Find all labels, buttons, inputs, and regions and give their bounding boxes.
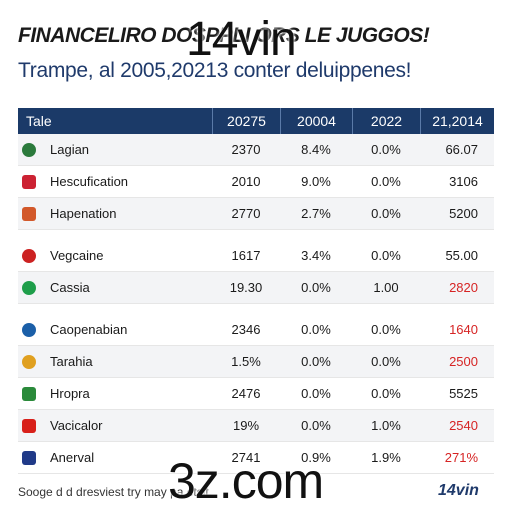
row-name: Tarahia (50, 354, 93, 369)
row-label-cell: Anerval (18, 442, 212, 473)
table-row: Cassia 19.30 0.0% 1.00 2820 (18, 272, 494, 304)
triangle-flag-icon (22, 386, 36, 401)
row-label-cell: Vacicalor (18, 410, 212, 441)
table-cell: 2741 (231, 450, 261, 465)
footer-brand: 14vin (438, 482, 479, 499)
table-cell: 0.0% (371, 142, 401, 157)
korea-flag-icon (22, 248, 36, 263)
table-header: Tale 20275 20004 2022 21,2014 (18, 108, 494, 134)
column-header: 20275 (212, 108, 280, 134)
footer-note: Sooge d d dresviest try may pa etsit, (18, 485, 213, 499)
shield-flag-icon (22, 206, 36, 221)
table-cell: 2010 (231, 174, 261, 189)
table-cell: 5525 (449, 386, 478, 401)
table-row: Vacicalor 19% 0.0% 1.0% 2540 (18, 410, 494, 442)
table-cell: 3106 (449, 174, 478, 189)
table-cell: 9.0% (301, 174, 331, 189)
row-label-cell: Hapenation (18, 198, 212, 229)
row-name: Lagian (50, 142, 90, 157)
table-row: Lagian 2370 8.4% 0.0% 66.07 (18, 134, 494, 166)
table-cell: 5200 (449, 206, 478, 221)
row-label-cell: Lagian (18, 134, 212, 165)
table-cell: 0.0% (371, 248, 401, 263)
column-header: 20004 (280, 108, 352, 134)
table-cell: 2770 (231, 206, 261, 221)
table-row: Hapenation 2770 2.7% 0.0% 5200 (18, 198, 494, 230)
table-row: Hescufication 2010 9.0% 0.0% 3106 (18, 166, 494, 198)
table-cell: 2.7% (301, 206, 331, 221)
table-cell: 271% (444, 450, 478, 465)
row-name: Caopenabian (50, 322, 128, 337)
row-label-cell: Caopenabian (18, 314, 212, 345)
table-cell: 0.0% (301, 418, 331, 433)
table-body: Lagian 2370 8.4% 0.0% 66.07 Hescufication 2010… (18, 134, 494, 474)
table-cell: 19% (232, 418, 260, 433)
column-header: 2022 (352, 108, 420, 134)
table-cell: 0.0% (301, 280, 331, 295)
table-cell: 1640 (449, 322, 478, 337)
row-name: Anerval (50, 450, 95, 465)
row-label-cell: Vegcaine (18, 240, 212, 271)
table-row: Hropra 2476 0.0% 0.0% 5525 (18, 378, 494, 410)
table-cell: 0.0% (301, 354, 331, 369)
watermark-bottom: 3z.com (168, 453, 324, 509)
row-name: Hropra (50, 386, 90, 401)
header: FINANCELIRO DOSPPLI ORS LE JUGGOS! Tramp… (0, 0, 512, 100)
table-cell: 19.30 (229, 280, 263, 295)
row-label-cell: Tarahia (18, 346, 212, 377)
table-cell: 0.9% (301, 450, 331, 465)
table-cell: 2820 (449, 280, 478, 295)
column-header: Tale (26, 113, 52, 129)
table-cell: 1.0% (371, 418, 401, 433)
table-cell: 0.0% (301, 386, 331, 401)
globe-flag-icon (22, 322, 36, 337)
page-title: FINANCELIRO DOSPPLI ORS LE JUGGOS! (18, 24, 430, 47)
table-cell: 0.0% (371, 174, 401, 189)
table-cell: 0.0% (371, 386, 401, 401)
table-cell: 1.9% (371, 450, 401, 465)
table-row: Anerval 2741 0.9% 1.9% 271% (18, 442, 494, 474)
page-subtitle: Trampe, al 2005,20213 conter deluippenes… (18, 59, 412, 82)
table-cell: 2346 (231, 322, 261, 337)
row-label-cell: Hropra (18, 378, 212, 409)
row-name: Vacicalor (50, 418, 103, 433)
brazil-flag-icon (22, 280, 36, 295)
watermark-top: 14vin (186, 13, 297, 66)
table-cell: 55.00 (445, 248, 478, 263)
row-label-cell: Cassia (18, 272, 212, 303)
row-name: Hescufication (50, 174, 129, 189)
table-cell: 0.0% (301, 322, 331, 337)
table-cell: 1.5% (231, 354, 261, 369)
flag-icon (22, 142, 36, 157)
column-header: 21,2014 (420, 108, 494, 134)
china-flag-icon (22, 418, 36, 433)
table-cell: 66.07 (445, 142, 478, 157)
table-cell: 1617 (231, 248, 261, 263)
table-cell: 0.0% (371, 206, 401, 221)
table-row: Tarahia 1.5% 0.0% 0.0% 2500 (18, 346, 494, 378)
row-name: Cassia (50, 280, 90, 295)
table-cell: 2370 (231, 142, 261, 157)
table-cell: 3.4% (301, 248, 331, 263)
row-name: Vegcaine (50, 248, 104, 263)
uk-flag-icon (22, 450, 36, 465)
data-table: Tale 20275 20004 2022 21,2014 Lagian 2370… (18, 108, 494, 474)
table-cell: 2500 (449, 354, 478, 369)
table-cell: 8.4% (301, 142, 331, 157)
table-cell: 2476 (231, 386, 261, 401)
row-label-cell: Hescufication (18, 166, 212, 197)
us-flag-icon (22, 174, 36, 189)
table-row: Caopenabian 2346 0.0% 0.0% 1640 (18, 314, 494, 346)
table-cell: 0.0% (371, 322, 401, 337)
row-name: Hapenation (50, 206, 117, 221)
table-cell: 1.00 (373, 280, 399, 295)
table-cell: 0.0% (371, 354, 401, 369)
table-cell: 2540 (449, 418, 478, 433)
chrome-flag-icon (22, 354, 36, 369)
table-row: Vegcaine 1617 3.4% 0.0% 55.00 (18, 240, 494, 272)
